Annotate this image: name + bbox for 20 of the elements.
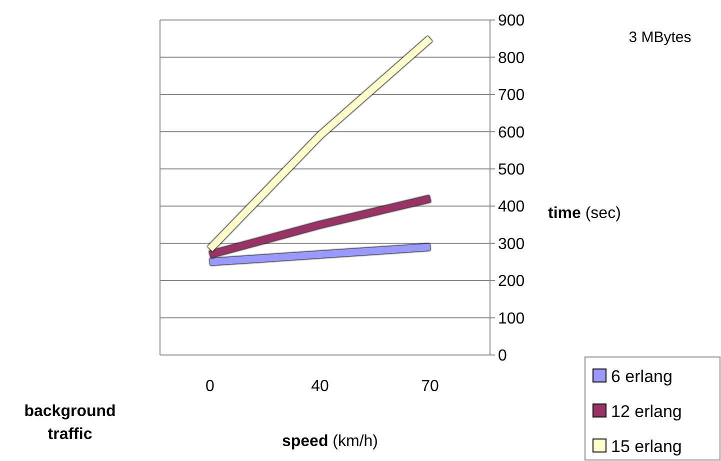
y-tick-label: 300 [498, 236, 525, 253]
y-tick-label: 900 [498, 12, 525, 30]
legend-label: 12 erlang [611, 402, 682, 421]
y-tick-label: 100 [498, 310, 525, 328]
text: background traffic [24, 403, 116, 443]
x-tick-label: 70 [421, 378, 439, 395]
legend-label: 6 erlang [611, 366, 672, 386]
y-axis-title: time (sec) [548, 205, 621, 222]
y-tick-label: 600 [498, 124, 525, 142]
y-tick-label: 0 [498, 348, 507, 365]
y-tick-label: 800 [498, 50, 525, 67]
y-tick-label: 200 [498, 273, 525, 290]
legend-label: 15 erlang [611, 436, 682, 456]
text: 3 MBytes [628, 29, 692, 46]
x-tick-label: 40 [311, 378, 329, 395]
y-tick-label: 500 [498, 161, 525, 178]
x-tick-label: 0 [206, 378, 215, 395]
y-tick-label: 700 [498, 87, 525, 104]
x-axis-title: speed (km/h) [282, 433, 378, 450]
y-tick-label: 400 [498, 198, 525, 216]
